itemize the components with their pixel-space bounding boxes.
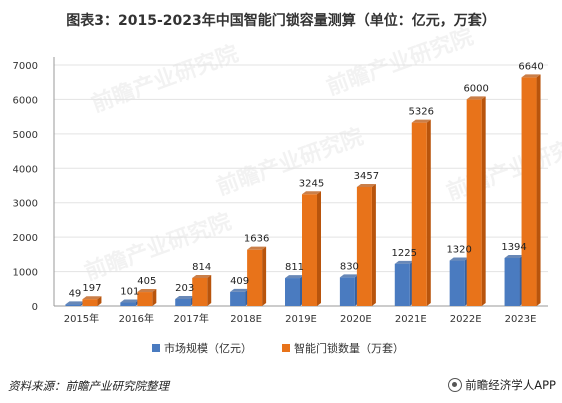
data-label-volume: 1636 <box>244 234 269 245</box>
y-tick-label: 7000 <box>13 61 38 72</box>
chart-title: 图表3：2015-2023年中国智能门锁容量测算（单位：亿元，万套） <box>66 13 496 29</box>
data-label-market: 1394 <box>501 242 526 253</box>
bar-volume <box>411 122 427 307</box>
data-label-volume: 6640 <box>518 61 543 72</box>
watermark-text: 前瞻产业研究院 <box>443 129 562 206</box>
x-tick-label: 2017年 <box>173 312 208 325</box>
y-tick-label: 2000 <box>13 233 38 244</box>
bar-market-top <box>449 257 469 261</box>
bar-volume-side <box>262 246 267 306</box>
bar-volume <box>521 77 537 306</box>
bar-market-top <box>339 274 359 278</box>
bar-volume-side <box>97 296 102 306</box>
bar-volume <box>356 186 372 306</box>
bar-volume-top <box>521 74 541 78</box>
data-label-market: 811 <box>285 262 304 273</box>
bar-market-top <box>504 255 524 259</box>
bar-volume-top <box>466 96 486 100</box>
bar-volume-top <box>302 191 321 195</box>
y-tick-label: 4000 <box>13 164 38 175</box>
bar-volume-top <box>192 274 212 278</box>
data-label-market: 830 <box>340 261 359 272</box>
data-label-market: 203 <box>175 283 194 294</box>
data-label-market: 409 <box>230 276 249 287</box>
y-tick-label: 0 <box>32 302 38 313</box>
bar-volume <box>247 249 263 306</box>
bar-market <box>175 299 191 306</box>
source-note: 资料来源：前瞻产业研究院整理 <box>8 379 169 393</box>
bar-market <box>394 263 410 306</box>
brand-footer: 前瞻经济学人APP <box>448 377 556 393</box>
bar-market-top <box>285 275 304 279</box>
bar-volume <box>302 194 317 306</box>
y-tick-label: 1000 <box>13 268 38 279</box>
y-tick-label: 6000 <box>13 95 38 106</box>
watermark-text: 前瞻产业研究院 <box>213 124 367 201</box>
data-label-volume: 3457 <box>354 171 379 182</box>
x-tick-label: 2016年 <box>119 312 154 325</box>
legend-label-market: 市场规模（亿元） <box>164 341 252 355</box>
legend-swatch-volume <box>282 344 290 352</box>
bar-market-top <box>65 301 85 305</box>
data-label-market: 1225 <box>392 248 417 259</box>
brand-name: 前瞻经济学人APP <box>465 378 556 392</box>
brand-logo-icon <box>448 378 463 392</box>
x-tick-label: 2021E <box>395 314 427 325</box>
watermark-text: 前瞻产业研究院 <box>323 24 477 101</box>
watermark-text: 前瞻产业研究院 <box>88 41 242 118</box>
bar-volume-top <box>247 246 267 250</box>
x-tick-label: 2023E <box>505 314 537 325</box>
bar-volume <box>192 277 208 306</box>
x-tick-label: 2019E <box>285 314 317 325</box>
bar-market <box>120 302 136 306</box>
data-label-volume: 3245 <box>299 178 324 189</box>
legend-swatch-market <box>152 344 160 352</box>
watermark-text: 前瞻产业研究院 <box>81 209 235 286</box>
x-tick-label: 2020E <box>340 314 372 325</box>
y-tick-label: 5000 <box>13 130 38 141</box>
bar-volume <box>137 292 153 306</box>
x-tick-label: 2022E <box>450 314 482 325</box>
data-label-volume: 814 <box>192 262 211 273</box>
bar-market <box>230 291 246 306</box>
bar-market <box>285 278 300 306</box>
bar-volume-side <box>371 183 376 306</box>
bar-volume-side <box>207 274 212 306</box>
data-label-market: 1320 <box>446 245 471 256</box>
bar-market <box>504 258 520 306</box>
bar-market-top <box>120 299 140 303</box>
x-tick-label: 2018E <box>230 314 262 325</box>
bar-market-top <box>394 260 414 264</box>
legend-label-volume: 智能门锁数量（万套） <box>294 341 404 355</box>
bar-volume-side <box>426 119 431 307</box>
bar-market <box>339 277 355 306</box>
bar-volume <box>466 99 482 306</box>
data-label-volume: 197 <box>82 283 101 294</box>
y-tick-label: 3000 <box>13 199 38 210</box>
bar-volume-side <box>536 74 541 306</box>
bar-volume-side <box>152 289 157 306</box>
bar-volume-top <box>137 289 157 293</box>
bar-volume-top <box>411 119 431 123</box>
data-label-market: 101 <box>120 287 139 298</box>
data-label-volume: 405 <box>137 276 156 287</box>
bar-market-top <box>230 288 250 292</box>
bar-volume-side <box>317 191 321 306</box>
bar-volume-top <box>356 183 376 187</box>
bar-volume-top <box>82 296 102 300</box>
x-tick-label: 2015年 <box>64 312 99 325</box>
bar-market <box>65 304 81 306</box>
data-label-volume: 5326 <box>409 107 434 118</box>
bar-market <box>449 260 465 306</box>
data-label-market: 49 <box>69 288 82 299</box>
data-label-volume: 6000 <box>463 83 488 94</box>
bar-volume <box>82 299 98 306</box>
bar-market-top <box>175 296 195 300</box>
bar-volume-side <box>481 96 486 306</box>
